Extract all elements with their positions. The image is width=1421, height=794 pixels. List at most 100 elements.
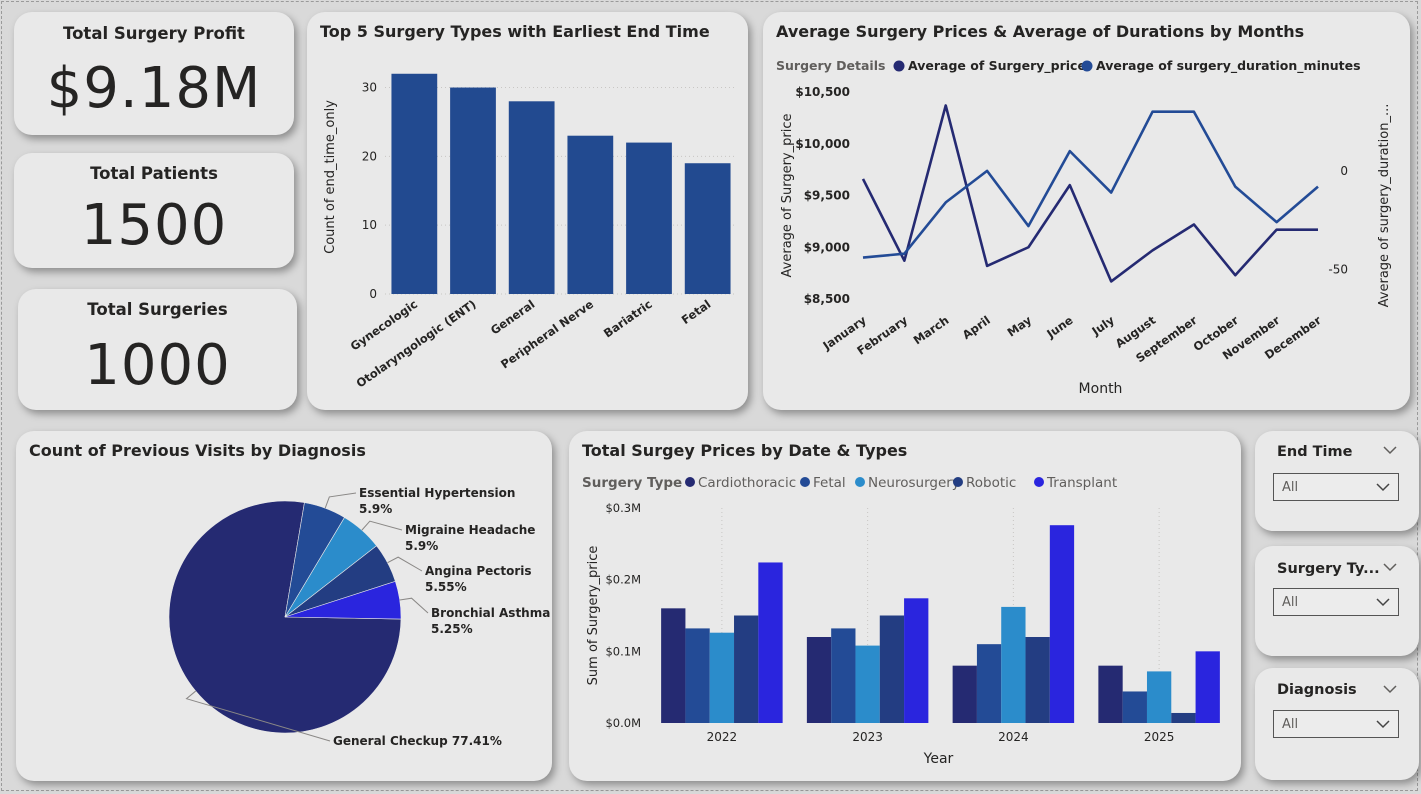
monthly-y-tick: $9,000: [804, 240, 850, 254]
monthly-y-tick: $8,500: [804, 292, 850, 306]
top5-y-tick: 10: [362, 218, 377, 232]
top5-bar: [684, 163, 731, 294]
diagnosis-pie-chart: General Checkup 77.41% Essential Hyperten…: [168, 486, 550, 748]
yearly-bar: [1001, 606, 1026, 723]
yearly-chart-card[interactable]: Total Surgey Prices by Date & Types Surg…: [569, 431, 1241, 781]
pie-slice: [284, 580, 402, 620]
top5-y-tick: 0: [369, 287, 377, 301]
pie-label: General Checkup 77.41%: [333, 734, 502, 748]
chevron-down-icon: [1376, 720, 1390, 729]
yearly-bar: [879, 615, 905, 723]
monthly-y2-tick: 0: [1340, 164, 1348, 178]
kpi-value-total-surgeries: 1000: [84, 333, 231, 398]
slicer-surgery-type-title: Surgery Ty...: [1277, 561, 1380, 577]
pie-label-percent: 5.25%: [431, 622, 473, 636]
yearly-y-tick: $0.2M: [605, 573, 641, 587]
top5-chart-card[interactable]: Top 5 Surgery Types with Earliest End Ti…: [307, 12, 748, 410]
chevron-down-icon[interactable]: [1383, 562, 1397, 572]
monthly-y-tick: $10,000: [795, 137, 850, 151]
yearly-x-axis-label: Year: [923, 751, 954, 767]
kpi-title-total-patients: Total Patients: [90, 164, 218, 183]
monthly-legend-label: Average of Surgery_price: [908, 58, 1086, 74]
yearly-legend-title: Surgery Type: [582, 475, 682, 491]
top5-bar: [391, 73, 438, 294]
pie-leader-line: [324, 492, 357, 509]
yearly-bar: [758, 562, 783, 723]
top5-bar: [450, 87, 496, 294]
top5-bar: [626, 142, 672, 294]
monthly-legend-label: Average of surgery_duration_minutes: [1096, 58, 1361, 74]
pie-label-percent: 5.9%: [405, 539, 438, 553]
kpi-value-total-profit: $9.18M: [46, 56, 262, 121]
yearly-y-tick: $0.1M: [605, 644, 641, 658]
yearly-chart-title: Total Surgey Prices by Date & Types: [582, 441, 908, 460]
monthly-legend-title: Surgery Details: [776, 58, 885, 73]
pie-label-percent: 5.9%: [359, 502, 392, 516]
yearly-x-tick: 2025: [1144, 730, 1175, 744]
slicer-end-time-value: All: [1282, 480, 1299, 495]
kpi-value-total-patients: 1500: [80, 193, 228, 258]
monthly-x-tick: April: [960, 313, 993, 342]
yearly-bar: [709, 632, 735, 723]
top5-y-tick: 30: [362, 81, 377, 95]
monthly-y2-tick: -50: [1328, 262, 1348, 276]
top5-x-tick: Bariatric: [601, 297, 655, 341]
top5-y-tick: 20: [362, 149, 377, 163]
yearly-y-tick: $0.3M: [605, 501, 641, 515]
pie-label-name: Essential Hypertension: [359, 486, 515, 500]
top5-x-tick: Fetal: [679, 297, 714, 327]
kpi-card-total-patients[interactable]: Total Patients 1500: [14, 153, 294, 268]
yearly-legend-marker: [800, 477, 810, 487]
yearly-bar: [1146, 671, 1172, 723]
pie-label-name: Angina Pectoris: [425, 564, 532, 578]
yearly-bar: [1171, 712, 1196, 723]
yearly-legend-marker: [685, 477, 695, 487]
kpi-title-total-profit: Total Surgery Profit: [63, 24, 245, 43]
diagnosis-chart-card[interactable]: Count of Previous Visits by Diagnosis Ge…: [16, 431, 552, 781]
monthly-legend-marker: [893, 60, 905, 72]
chevron-down-icon[interactable]: [1383, 684, 1397, 694]
pie-label-name: Bronchial Asthma: [431, 606, 550, 620]
chevron-down-icon[interactable]: [1383, 445, 1397, 455]
monthly-x-axis-label: Month: [1079, 381, 1123, 397]
top5-bar: [508, 101, 555, 294]
yearly-legend-marker: [1034, 477, 1044, 487]
slicer-surgery-type-value: All: [1282, 595, 1299, 610]
slicer-surgery-type-dropdown[interactable]: All: [1273, 588, 1399, 616]
slicer-surgery-type[interactable]: Surgery Ty... All: [1255, 546, 1419, 656]
monthly-line-chart: Surgery Details Average of Surgery_price A…: [776, 58, 1392, 397]
top5-y-axis-label: Count of end_time_only: [323, 100, 338, 254]
diagnosis-chart-title: Count of Previous Visits by Diagnosis: [29, 441, 366, 460]
yearly-bar: [661, 608, 686, 723]
yearly-bar: [734, 615, 759, 723]
slicer-diagnosis[interactable]: Diagnosis All: [1255, 668, 1419, 780]
slicer-end-time-dropdown[interactable]: All: [1273, 473, 1399, 501]
monthly-chart-card[interactable]: Average Surgery Prices & Average of Dura…: [763, 12, 1410, 410]
monthly-x-tick: July: [1088, 313, 1117, 339]
yearly-x-tick: 2023: [852, 730, 883, 744]
yearly-bar: [806, 637, 832, 723]
kpi-card-total-profit[interactable]: Total Surgery Profit $9.18M: [14, 12, 294, 135]
yearly-bar: [976, 644, 1002, 723]
pie-leader-line: [361, 520, 403, 531]
top5-bar: [567, 135, 614, 294]
yearly-legend-label: Cardiothoracic: [698, 475, 796, 491]
yearly-bar: [1098, 665, 1123, 723]
kpi-title-total-surgeries: Total Surgeries: [87, 300, 228, 319]
slicer-end-time[interactable]: End Time All: [1255, 431, 1419, 531]
pie-leader-line: [399, 597, 429, 614]
yearly-legend-label: Fetal: [813, 475, 846, 491]
pie-leader-line: [185, 690, 331, 742]
yearly-x-tick: 2022: [707, 730, 738, 744]
pie-leader-line: [387, 556, 423, 572]
yearly-bar: [952, 665, 977, 723]
chevron-down-icon: [1376, 483, 1390, 492]
monthly-legend-marker: [1081, 60, 1093, 72]
yearly-bar: [831, 628, 856, 723]
kpi-card-total-surgeries[interactable]: Total Surgeries 1000: [18, 289, 297, 410]
slicer-end-time-title: End Time: [1277, 444, 1353, 460]
pie-label-name: General Checkup: [333, 734, 452, 748]
monthly-y-tick: $10,500: [795, 85, 850, 99]
slicer-diagnosis-dropdown[interactable]: All: [1273, 710, 1399, 738]
